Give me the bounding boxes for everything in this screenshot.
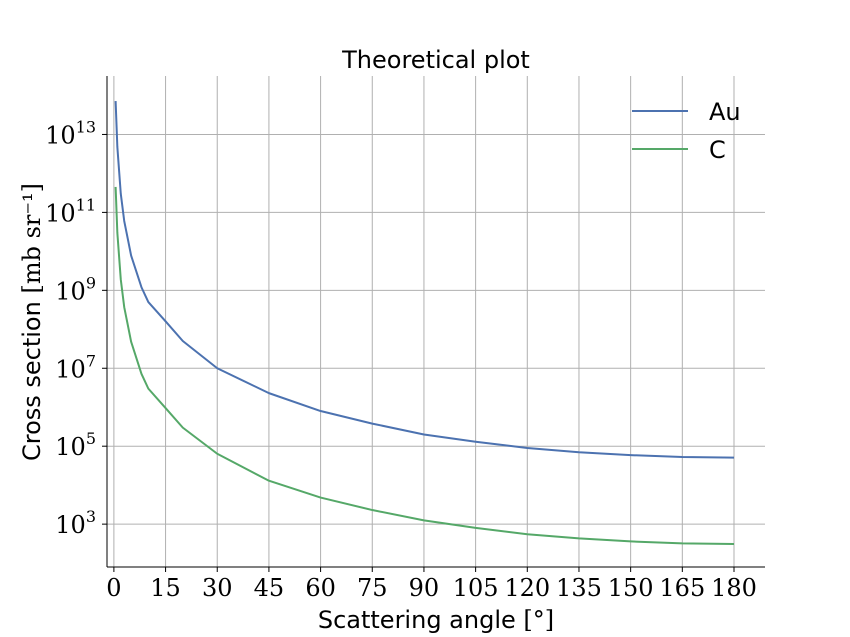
x-axis-unit: [°] xyxy=(523,606,554,634)
x-tick-label: 120 xyxy=(504,574,550,602)
y-tick-label: 1011 xyxy=(45,195,96,227)
y-tick-base: 10 xyxy=(55,433,86,461)
y-axis-label: Cross section [mb sr⁻¹] xyxy=(18,183,46,461)
legend: Au C xyxy=(632,98,741,164)
y-tick-label: 105 xyxy=(55,429,96,461)
y-tick-exponent: 7 xyxy=(86,351,96,370)
series-line-c xyxy=(114,186,735,545)
y-tick-label: 1013 xyxy=(45,117,96,149)
x-tick-label: 180 xyxy=(711,574,757,602)
y-tick-label: 107 xyxy=(55,351,96,383)
x-tick-label: 165 xyxy=(659,574,705,602)
x-tick-label: 45 xyxy=(254,574,285,602)
grid xyxy=(107,76,765,567)
x-tick-label: 30 xyxy=(202,574,233,602)
y-tick-label: 103 xyxy=(55,507,96,539)
y-tick-base: 10 xyxy=(55,355,86,383)
x-tick-label: 75 xyxy=(357,574,388,602)
x-tick-label: 135 xyxy=(556,574,602,602)
y-tick-exponent: 9 xyxy=(86,273,96,292)
x-tick-label: 0 xyxy=(106,574,121,602)
y-tick-base: 10 xyxy=(45,121,76,149)
x-axis-label: Scattering angle [°] xyxy=(318,606,554,634)
y-tick-base: 10 xyxy=(55,511,86,539)
x-tick-label: 150 xyxy=(608,574,654,602)
x-axis-label-text: Scattering angle xyxy=(318,606,516,634)
y-tick-exponent: 11 xyxy=(76,195,96,214)
chart-title: Theoretical plot xyxy=(341,46,530,74)
x-tick-label: 90 xyxy=(409,574,440,602)
y-tick-label: 109 xyxy=(55,273,96,305)
y-tick-base: 10 xyxy=(45,199,76,227)
y-tick-exponent: 5 xyxy=(86,429,96,448)
legend-label-c: C xyxy=(709,136,726,164)
x-tick-label: 60 xyxy=(305,574,336,602)
x-ticks: 0 15 30 45 60 75 90 105 120 135 150 165 180 xyxy=(106,567,757,602)
legend-label-au: Au xyxy=(709,98,741,126)
x-tick-label: 15 xyxy=(150,574,181,602)
series-lines xyxy=(114,101,735,545)
y-tick-exponent: 3 xyxy=(86,507,96,526)
series-line-au xyxy=(114,101,735,459)
y-axis-label-text: Cross section xyxy=(18,301,46,461)
y-tick-base: 10 xyxy=(55,277,86,305)
y-axis-unit: [mb sr⁻¹] xyxy=(18,183,46,294)
y-tick-exponent: 13 xyxy=(76,117,96,136)
x-tick-label: 105 xyxy=(453,574,499,602)
